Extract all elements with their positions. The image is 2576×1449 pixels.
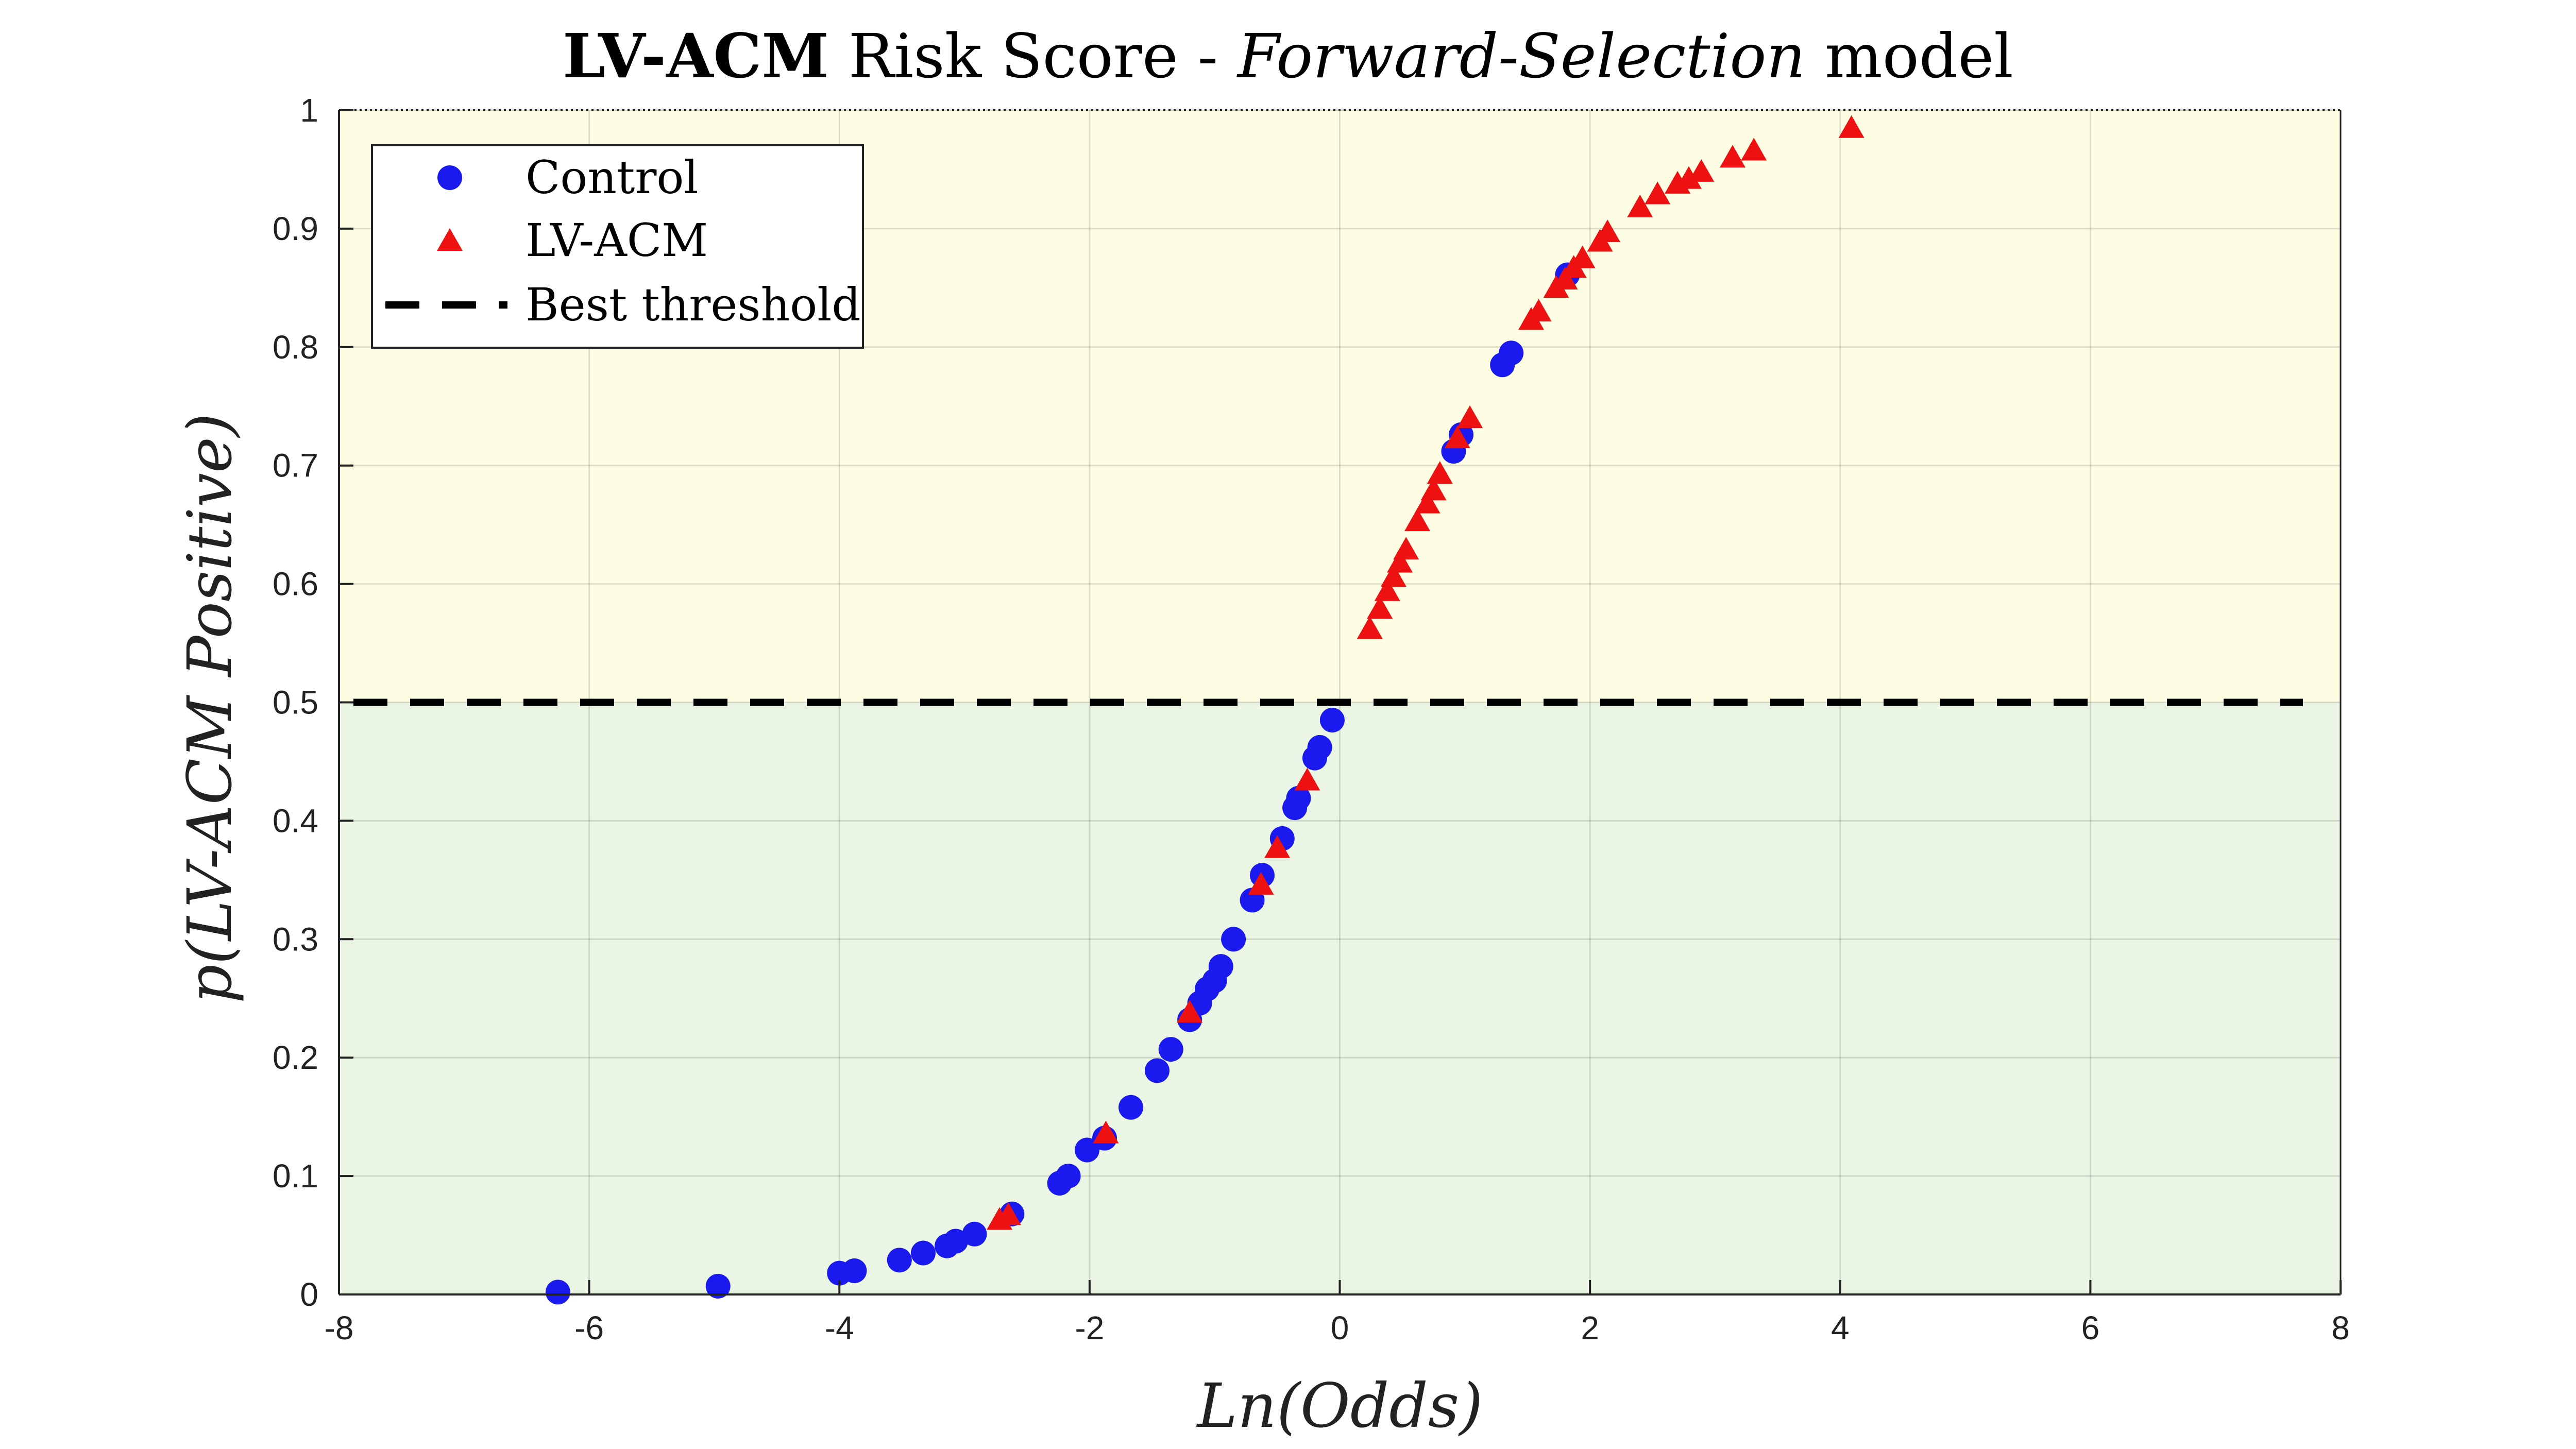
point-control — [1158, 1037, 1183, 1062]
legend-lvacm-marker — [437, 228, 463, 251]
y-tick-label: 0 — [300, 1276, 318, 1313]
point-lv-acm — [1444, 425, 1470, 449]
point-lv-acm — [1367, 596, 1393, 619]
point-control — [545, 1280, 570, 1305]
point-lv-acm — [1177, 1000, 1203, 1023]
y-tick-label: 0.8 — [273, 329, 318, 366]
x-axis-label: Ln(Odds) — [1196, 1370, 1483, 1441]
y-tick-labels: 0 0.1 0.2 0.3 0.4 0.5 0.6 0.7 0.8 0.9 1 — [273, 92, 353, 1313]
legend-control-marker — [437, 165, 462, 190]
y-tick-label: 0.2 — [273, 1039, 318, 1076]
point-lv-acm — [1741, 138, 1767, 161]
x-tick-label: 0 — [1331, 1309, 1349, 1346]
legend-lvacm-label: LV-ACM — [526, 214, 708, 267]
point-control — [1144, 1058, 1170, 1083]
chart-title: LV-ACM Risk Score - Forward-Selection mo… — [563, 20, 2013, 92]
x-tick-label: 8 — [2331, 1309, 2350, 1346]
x-tick-label: -8 — [325, 1309, 354, 1346]
point-lv-acm — [1552, 267, 1578, 290]
point-lv-acm — [1595, 219, 1621, 243]
point-lv-acm — [1093, 1120, 1119, 1144]
point-control — [910, 1240, 936, 1266]
point-control — [1075, 1137, 1100, 1163]
y-tick-label: 1 — [300, 92, 318, 129]
point-lv-acm — [1526, 299, 1552, 322]
x-tick-label: -6 — [574, 1309, 604, 1346]
x-tick-label: 2 — [1581, 1309, 1599, 1346]
legend-threshold-label: Best threshold — [526, 278, 861, 331]
x-tick-label: 4 — [1831, 1309, 1850, 1346]
point-control — [1286, 786, 1311, 811]
point-control — [842, 1258, 867, 1284]
point-lv-acm — [1248, 872, 1274, 895]
title-end: model — [1805, 21, 2013, 92]
point-lv-acm — [995, 1202, 1022, 1225]
y-tick-label: 0.3 — [273, 920, 318, 958]
title-italic: Forward-Selection — [1236, 21, 1806, 92]
point-lv-acm — [1414, 490, 1440, 514]
point-lv-acm — [1427, 461, 1453, 484]
point-lv-acm — [1374, 578, 1400, 601]
point-control — [1319, 707, 1345, 732]
point-control — [1307, 735, 1332, 760]
point-lv-acm — [1688, 159, 1715, 182]
point-lv-acm — [1380, 564, 1406, 587]
y-tick-label: 0.7 — [273, 447, 318, 484]
legend-control-label: Control — [526, 151, 699, 204]
y-tick-label: 0.9 — [273, 210, 318, 247]
point-lv-acm — [1404, 508, 1431, 532]
x-tick-label: -2 — [1075, 1309, 1104, 1346]
point-lv-acm — [1264, 835, 1291, 858]
point-lv-acm — [1569, 245, 1596, 268]
y-axis-label: p(LV-ACM Positive) — [174, 413, 245, 1003]
point-control — [962, 1221, 987, 1247]
point-control — [1118, 1095, 1144, 1120]
point-lv-acm — [1627, 194, 1653, 217]
region-1 — [339, 702, 2341, 1294]
point-control — [1221, 927, 1246, 952]
title-bold: LV-ACM — [563, 20, 829, 92]
title-mid: Risk Score - — [829, 21, 1238, 92]
point-control — [943, 1229, 969, 1254]
y-tick-label: 0.6 — [273, 566, 318, 603]
point-lv-acm — [1387, 550, 1413, 573]
legend: Control LV-ACM Best threshold — [371, 144, 864, 349]
point-control — [1208, 954, 1233, 979]
point-lv-acm — [1838, 115, 1865, 138]
background-regions — [339, 110, 2341, 1294]
x-tick-label: -4 — [825, 1309, 854, 1346]
point-lv-acm — [1294, 768, 1320, 791]
x-tick-labels: -8 -6 -4 -2 0 2 4 6 8 — [325, 1280, 2350, 1346]
point-control — [887, 1248, 912, 1273]
point-lv-acm — [1357, 616, 1383, 639]
y-tick-label: 0.1 — [273, 1157, 318, 1195]
data-markers — [545, 115, 1865, 1305]
point-lv-acm — [1420, 478, 1447, 501]
point-lv-acm — [1457, 405, 1483, 429]
point-lv-acm — [1719, 145, 1745, 168]
y-tick-label: 0.5 — [273, 684, 318, 721]
x-tick-label: 6 — [2081, 1309, 2100, 1346]
point-control — [1499, 340, 1524, 366]
point-control — [1056, 1164, 1081, 1189]
point-lv-acm — [1645, 181, 1671, 204]
y-tick-label: 0.4 — [273, 802, 318, 839]
point-lv-acm — [1393, 537, 1419, 560]
point-lv-acm — [1675, 166, 1702, 189]
point-control — [705, 1273, 731, 1299]
